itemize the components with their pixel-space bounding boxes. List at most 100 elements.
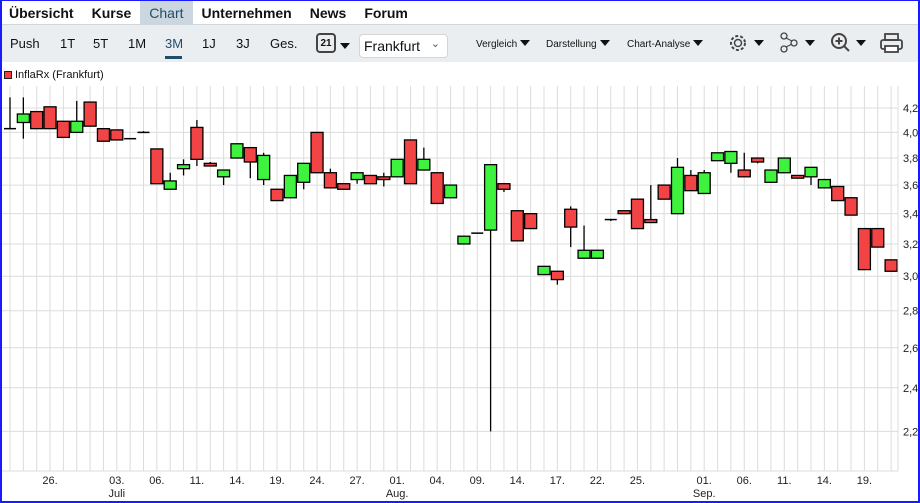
x-tick-label: 19. [857,475,872,487]
print-icon[interactable] [880,33,904,55]
candle-up [70,120,84,134]
range-1m[interactable]: 1M [128,36,147,51]
y-tick-label: 3,6 [903,180,918,192]
candle-down [430,172,444,205]
zoom-in-icon[interactable] [830,32,870,54]
candle-up [457,235,471,245]
vergleich-label: Vergleich [476,39,518,50]
y-tick-label: 4,2 [903,103,918,115]
vergleich-menu[interactable]: Vergleich [476,39,531,50]
x-tick-label: 01. [697,475,712,487]
candle-down [83,101,97,127]
exchange-select[interactable]: Frankfurt ⌄ [359,34,448,58]
x-tick-label: 17. [550,475,565,487]
exchange-value: Frankfurt [364,38,421,54]
candle-up [590,249,605,259]
x-month-label: Sep. [693,488,716,500]
range-1t[interactable]: 1T [60,36,76,51]
x-tick-label: 03. [109,475,124,487]
x-tick-label: 01. [390,475,405,487]
candle-up [483,164,498,231]
candle-up [537,265,551,276]
candle-down [323,172,338,189]
candle-up [390,158,404,178]
x-month-label: Juli [109,488,126,500]
x-tick-label: 14. [229,475,244,487]
candle-down [363,174,378,185]
axes: 2,2 2,4 2,6 2,8 3,0 3,2 3,4 3,6 3,8 4,0 4,2 26. 03.J… [2,86,918,500]
candle-down [243,146,257,163]
candle-up [670,166,685,215]
range-5t[interactable]: 5T [93,36,109,51]
candle-up [176,164,191,170]
darstellung-menu[interactable]: Darstellung [546,39,610,50]
tab-forum[interactable]: Forum [364,5,408,21]
candle-up [804,166,818,178]
candle-up [350,172,364,181]
candle-up [256,154,271,181]
chevron-down-icon: ⌄ [430,38,440,50]
chart-analyse-label: Chart-Analyse [627,39,691,50]
candle-down [844,197,858,216]
candle-up [764,169,778,183]
x-tick-label: 11. [777,475,791,487]
candle-down [871,227,885,248]
legend-label: InflaRx (Frankfurt) [15,69,104,81]
calendar-icon[interactable]: 21 [316,33,336,53]
range-ges[interactable]: Ges. [270,36,298,51]
candle-down [630,198,645,230]
x-tick-label: 19. [269,475,284,487]
y-tick-label: 2,6 [903,343,918,355]
candle-down [310,131,324,174]
tab-uebersicht[interactable]: Übersicht [9,5,74,21]
chart-analyse-menu[interactable]: Chart-Analyse [627,39,704,50]
candle-down [644,218,658,224]
x-tick-label: 04. [430,475,445,487]
range-1j[interactable]: 1J [202,36,216,51]
x-tick-label: 22. [590,475,605,487]
share-nodes-icon[interactable] [780,32,820,54]
candle-up [297,162,311,183]
candle-down [791,174,805,179]
candle-down [524,213,538,230]
tab-unternehmen[interactable]: Unternehmen [201,5,292,21]
candle-up [817,178,831,189]
tab-kurse[interactable]: Kurse [91,5,132,21]
x-tick-label: 25. [630,475,645,487]
candle-down [377,176,391,181]
candle-up [710,152,725,162]
y-tick-label: 4,0 [903,127,918,139]
x-tick-label: 11. [190,475,204,487]
candle-up [163,180,177,190]
y-tick-label: 2,2 [903,426,918,438]
gear-icon[interactable] [728,32,768,54]
tab-chart[interactable]: Chart [140,0,193,31]
x-month-label: Aug. [386,488,409,500]
candle-up [216,169,231,178]
x-tick-label: 06. [149,475,164,487]
candle-down [56,120,71,139]
candle-down [737,169,751,178]
chart-toolbar: Push 1T 5T 1M 3M 1J 3J Ges. 21 Frankfurt… [0,25,920,62]
candle-down [617,210,631,215]
candle-down [857,227,872,271]
candles [4,97,898,432]
x-tick-label: 14. [817,475,832,487]
range-push[interactable]: Push [10,36,40,51]
candle-up [283,174,298,199]
candle-up [724,150,738,164]
calendar-dropdown-caret[interactable] [337,38,350,53]
candle-up [577,249,591,259]
candle-down [564,208,578,228]
y-tick-label: 2,8 [903,306,918,318]
active-range-indicator [165,56,182,59]
candle-down [550,270,564,281]
candle-up [443,184,458,199]
tab-news[interactable]: News [309,5,347,21]
range-3m[interactable]: 3M [165,36,184,51]
range-3j[interactable]: 3J [236,36,250,51]
candle-down [43,106,57,130]
candle-down [750,157,765,163]
y-tick-label: 3,4 [903,209,918,221]
